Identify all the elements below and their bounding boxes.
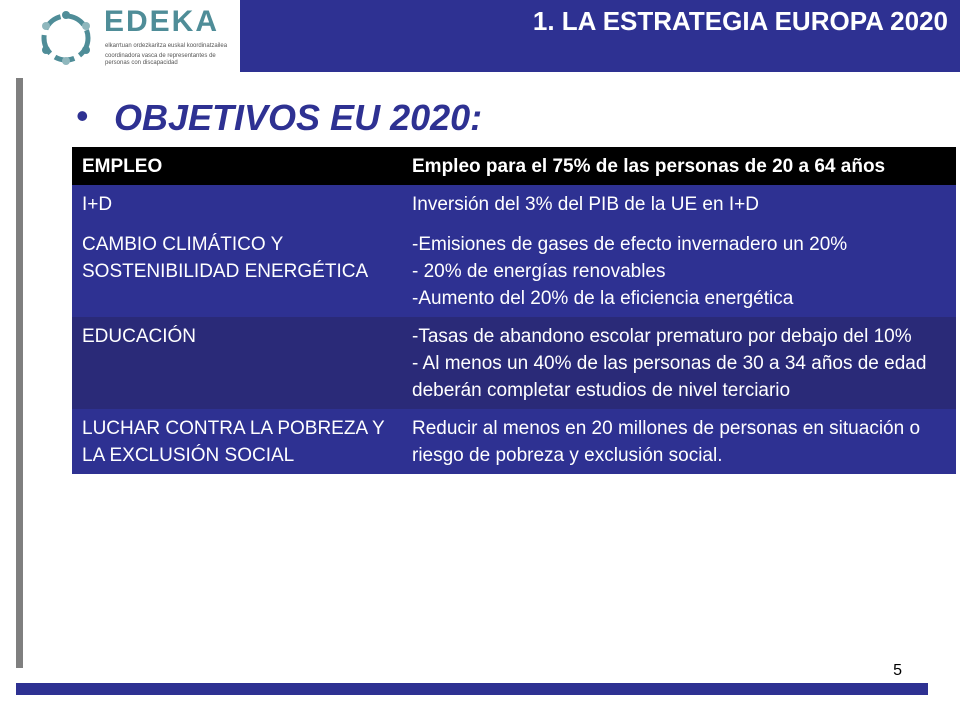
table-row: EMPLEO Empleo para el 75% de las persona… bbox=[72, 147, 956, 185]
objective-area: I+D bbox=[72, 185, 402, 225]
table-row: I+D Inversión del 3% del PIB de la UE en… bbox=[72, 185, 956, 225]
left-divider bbox=[16, 78, 23, 668]
target-line: Reducir al menos en 20 millones de perso… bbox=[412, 418, 921, 466]
objective-area: LUCHAR CONTRA LA POBREZA Y LA EXCLUSIÓN … bbox=[72, 409, 402, 474]
logo-tagline-spanish: coordinadora vasca de representantes de … bbox=[105, 53, 216, 66]
slide-heading: OBJETIVOS EU 2020: bbox=[114, 97, 483, 138]
logo-wordmark: EDEKA bbox=[104, 5, 220, 38]
footer-bar bbox=[16, 683, 928, 695]
target-line: - 20% de energías renovables bbox=[412, 261, 666, 282]
heading-bullet: • bbox=[76, 95, 89, 136]
logo: EDEKA elkarrtuan ordezkaritza euskal koo… bbox=[0, 0, 240, 72]
objective-area: EDUCACIÓN bbox=[72, 317, 402, 409]
header-band: 1. LA ESTRATEGIA EUROPA 2020 bbox=[240, 0, 960, 72]
table-row: LUCHAR CONTRA LA POBREZA Y LA EXCLUSIÓN … bbox=[72, 409, 956, 474]
target-line: -Emisiones de gases de efecto invernader… bbox=[412, 234, 848, 255]
section-title: 1. LA ESTRATEGIA EUROPA 2020 bbox=[532, 6, 948, 36]
table-row: EDUCACIÓN -Tasas de abandono escolar pre… bbox=[72, 317, 956, 409]
target-line: Inversión del 3% del PIB de la UE en I+D bbox=[412, 194, 759, 215]
objectives-table: EMPLEO Empleo para el 75% de las persona… bbox=[72, 147, 956, 474]
target-line: Empleo para el 75% de las personas de 20… bbox=[412, 156, 886, 177]
objective-target: Empleo para el 75% de las personas de 20… bbox=[402, 147, 956, 185]
target-line: - Al menos un 40% de las personas de 30 … bbox=[412, 353, 927, 401]
objective-area: CAMBIO CLIMÁTICO Y SOSTENIBILIDAD ENERGÉ… bbox=[72, 225, 402, 317]
page-number: 5 bbox=[893, 662, 902, 679]
table-row: CAMBIO CLIMÁTICO Y SOSTENIBILIDAD ENERGÉ… bbox=[72, 225, 956, 317]
objective-target: -Tasas de abandono escolar prematuro por… bbox=[402, 317, 956, 409]
target-line: -Aumento del 20% de la eficiencia energé… bbox=[412, 288, 794, 309]
objective-target: -Emisiones de gases de efecto invernader… bbox=[402, 225, 956, 317]
edeka-logo-icon bbox=[41, 11, 91, 65]
objective-area: EMPLEO bbox=[72, 147, 402, 185]
logo-tagline-basque: elkarrtuan ordezkaritza euskal koordinat… bbox=[105, 43, 228, 49]
objective-target: Inversión del 3% del PIB de la UE en I+D bbox=[402, 185, 956, 225]
objective-target: Reducir al menos en 20 millones de perso… bbox=[402, 409, 956, 474]
target-line: -Tasas de abandono escolar prematuro por… bbox=[412, 326, 912, 347]
